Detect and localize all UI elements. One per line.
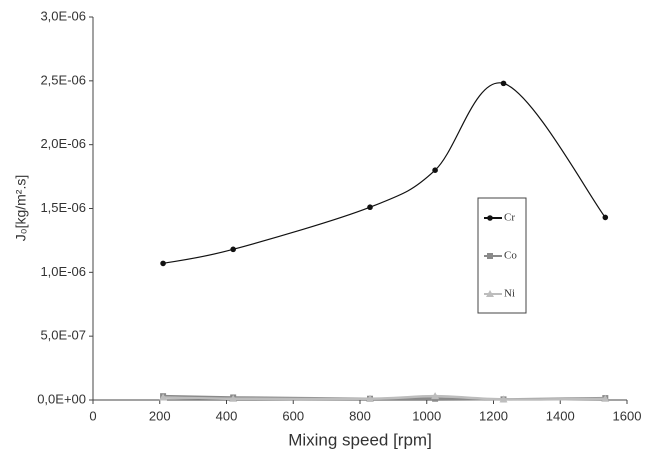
legend-marker — [487, 253, 493, 259]
point — [160, 260, 166, 267]
x-tick-label: 200 — [149, 408, 171, 423]
y-tick-label: 1,5E-06 — [40, 200, 86, 215]
x-tick-label: 1200 — [479, 408, 508, 423]
legend-label: Cr — [504, 212, 515, 224]
y-tick-label: 0,0E+00 — [37, 391, 86, 406]
y-tick-label: 1,0E-06 — [40, 264, 86, 279]
point — [500, 80, 507, 87]
y-tick-label: 2,0E-06 — [40, 136, 86, 151]
legend-marker — [486, 290, 494, 297]
y-tick-label: 3,0E-06 — [40, 8, 86, 23]
x-axis-label: Mixing speed [rpm] — [288, 430, 432, 449]
point — [601, 394, 610, 402]
x-tick-label: 0 — [89, 408, 96, 423]
y-tick-label: 2,5E-06 — [40, 72, 86, 87]
point — [499, 395, 508, 403]
point — [602, 214, 609, 221]
x-tick-label: 1600 — [613, 408, 642, 423]
legend-label: Ni — [504, 288, 515, 300]
series-line — [162, 82, 606, 264]
point — [431, 392, 440, 400]
point — [432, 167, 438, 173]
point — [366, 394, 375, 402]
x-tick-label: 1400 — [546, 408, 575, 423]
legend-label: Co — [504, 250, 517, 262]
legend-marker — [487, 215, 493, 221]
x-tick-label: 800 — [349, 408, 371, 423]
point — [159, 393, 168, 401]
point — [367, 204, 373, 211]
y-axis-label: J₀[kg/m².s] — [13, 175, 29, 241]
point — [229, 394, 238, 402]
y-tick-label: 5,0E-07 — [40, 328, 86, 343]
point — [230, 246, 236, 253]
x-tick-label: 400 — [216, 408, 238, 423]
x-tick-label: 600 — [282, 408, 304, 423]
x-tick-label: 1000 — [412, 408, 441, 423]
